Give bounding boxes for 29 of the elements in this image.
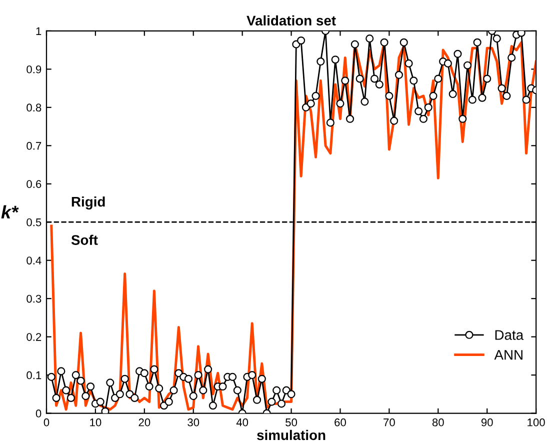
x-tick-label: 50 — [286, 418, 298, 426]
x-tick-label: 40 — [236, 418, 248, 426]
annotation: Rigid — [72, 196, 105, 210]
y-tick-label: 0 — [36, 410, 42, 418]
x-axis-title: simulation — [257, 430, 326, 440]
x-tick-label: 70 — [384, 418, 395, 426]
chart-title: Validation set — [246, 15, 336, 26]
y-tick-label: 0.4 — [26, 256, 42, 264]
y-tick-label: 0.9 — [26, 65, 42, 74]
legend-label: ANN — [494, 350, 522, 360]
y-tick-label: 0.2 — [26, 333, 42, 341]
y-tick-label: 0.1 — [26, 371, 42, 380]
y-axis-title: k* — [1, 205, 19, 218]
x-tick-label: 80 — [432, 418, 444, 426]
y-tick-label: 0.5 — [26, 218, 42, 226]
y-tick-label: 0.7 — [26, 142, 42, 150]
x-tick-label: 100 — [528, 418, 545, 426]
x-tick-label: 90 — [481, 418, 493, 426]
y-tick-label: 0.3 — [26, 294, 42, 303]
legend-label: Data — [495, 330, 524, 340]
annotation: Soft — [71, 234, 98, 245]
y-tick-label: 0.8 — [26, 104, 42, 112]
x-tick-label: 10 — [90, 418, 102, 426]
x-tick-label: 30 — [188, 418, 200, 426]
x-tick-label: 20 — [138, 418, 150, 426]
y-tick-label: 1 — [36, 27, 42, 35]
x-tick-label: 0 — [44, 418, 50, 426]
y-tick-label: 0.6 — [26, 180, 42, 188]
x-tick-label: 60 — [334, 418, 346, 426]
